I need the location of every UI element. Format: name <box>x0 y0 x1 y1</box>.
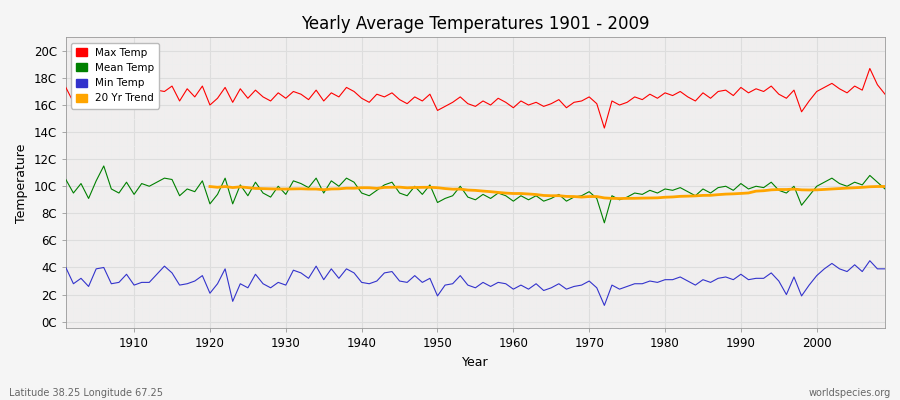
Text: worldspecies.org: worldspecies.org <box>809 388 891 398</box>
X-axis label: Year: Year <box>462 356 489 369</box>
Legend: Max Temp, Mean Temp, Min Temp, 20 Yr Trend: Max Temp, Mean Temp, Min Temp, 20 Yr Tre… <box>71 42 159 108</box>
Text: Latitude 38.25 Longitude 67.25: Latitude 38.25 Longitude 67.25 <box>9 388 163 398</box>
Title: Yearly Average Temperatures 1901 - 2009: Yearly Average Temperatures 1901 - 2009 <box>302 15 650 33</box>
Y-axis label: Temperature: Temperature <box>15 143 28 222</box>
